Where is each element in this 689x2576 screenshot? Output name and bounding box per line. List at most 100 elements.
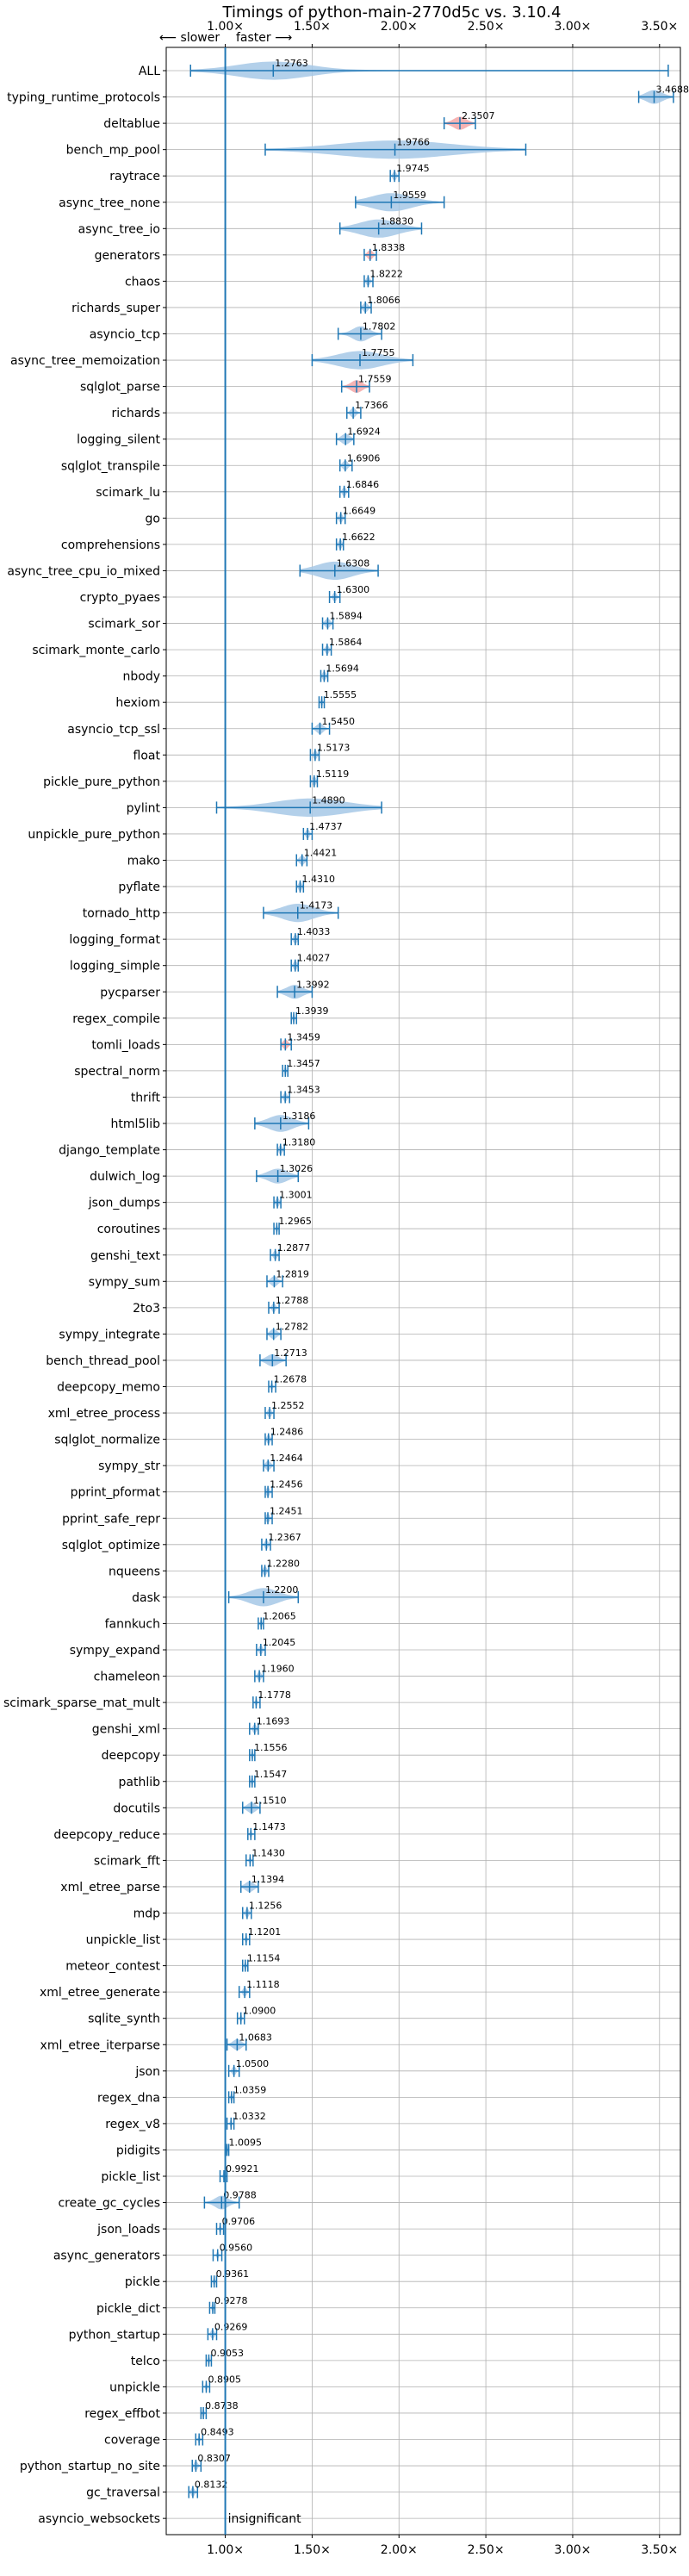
benchmark-label: spectral_norm [74,1065,160,1079]
benchmark-label: sqlglot_parse [80,381,160,395]
benchmark-label: chameleon [94,1671,160,1684]
x-tick-label-top: 3.00× [554,20,591,34]
benchmark-label: regex_compile [72,1012,160,1026]
value-label: 1.3180 [282,1137,316,1148]
value-label: 1.2451 [270,1505,303,1516]
value-label: 1.4173 [300,900,333,912]
value-label: 1.3457 [287,1058,320,1069]
value-label: 0.9361 [216,2268,250,2280]
value-label: 1.1960 [261,1664,295,1675]
value-label: 1.0332 [233,2111,266,2122]
value-label: 1.1154 [247,1953,281,1964]
benchmark-label: deltablue [103,117,160,131]
benchmark-label: python_startup_no_site [20,2460,160,2473]
x-tick-label-bottom: 3.00× [554,2543,591,2557]
value-label: 1.1778 [258,1689,291,1701]
value-label: 1.0683 [239,2032,272,2043]
x-tick-label-top: 1.00× [207,20,244,34]
benchmark-label: pickle_list [101,2170,160,2184]
value-label: 1.4027 [297,953,331,964]
benchmark-label: scimark_monte_carlo [32,644,160,657]
x-axis-ticks: 1.00× 1.00× 1.50× 1.50× 2.00× 2.00× 2.50× 2.50×… [163,20,678,2557]
benchmark-label: richards [112,407,161,420]
value-label: 1.0500 [236,2058,270,2069]
value-label: 3.4688 [656,84,689,96]
grid-lines [166,47,680,2535]
value-label: 1.6300 [337,584,370,595]
value-label: 1.6649 [343,505,376,516]
benchmark-label: mdp [133,1907,161,1921]
slower-direction-label: ⟵ slower [159,31,220,45]
value-label: 0.9921 [226,2163,259,2175]
benchmark-label: genshi_xml [92,1723,160,1737]
chart-title: Timings of python-main-2770d5c vs. 3.10.… [222,3,562,22]
value-label: 1.8066 [367,295,400,306]
value-label: 1.7366 [355,400,388,411]
benchmark-label: json_dumps [88,1197,160,1210]
benchmark-label: json_loads [96,2223,160,2237]
x-tick-label-top: 1.50× [294,20,331,34]
value-label: 1.2965 [278,1216,312,1227]
violins-layer [189,61,673,2498]
x-tick-label-top: 2.00× [381,20,418,34]
benchmark-label: richards_super [71,302,160,315]
value-label: 2.3507 [462,110,495,121]
value-label: 1.1473 [252,1821,286,1832]
benchmark-label: asyncio_tcp_ssl [67,723,160,737]
value-label: 1.2788 [276,1295,309,1306]
value-label: 1.0359 [233,2084,267,2095]
benchmark-label: html5lib [111,1117,161,1131]
benchmark-label: unpickle_list [86,1933,161,1947]
value-label: 1.7755 [362,347,395,358]
benchmark-label: scimark_sor [88,618,160,632]
benchmark-label: mako [127,855,160,868]
benchmark-label: logging_simple [70,960,160,974]
value-label: 1.9745 [396,163,430,174]
value-label: 0.9053 [210,2348,244,2359]
value-label: 1.3992 [296,979,330,990]
category-labels-layer: ALL typing_runtime_protocols deltablue benc… [3,65,161,2526]
value-label: 1.2367 [268,1532,301,1543]
benchmark-label: pprint_safe_repr [62,1512,160,1526]
value-label: 1.2552 [271,1400,305,1411]
benchmark-label: python_startup [69,2328,160,2342]
benchmark-label: docutils [113,1801,160,1815]
range-bars-layer [188,65,674,2498]
faster-direction-label: faster ⟶ [236,31,292,45]
value-label: 1.9766 [397,137,431,148]
x-tick-label-bottom: 2.50× [468,2543,505,2557]
value-label: 1.0095 [228,2137,262,2148]
value-label: 0.9560 [220,2243,253,2254]
value-label: 1.6622 [342,532,376,543]
value-label: 0.8738 [205,2400,239,2411]
value-label: 1.2763 [275,58,308,69]
benchmark-label: deepcopy_reduce [53,1828,160,1842]
value-label: 1.5894 [329,611,363,622]
value-label: 1.5173 [317,742,351,753]
benchmark-label: thrift [131,1091,161,1104]
benchmark-label: pprint_pformat [71,1486,161,1500]
plot-frame [165,47,681,2536]
benchmark-label: sympy_sum [89,1275,160,1289]
value-label: 1.2877 [277,1242,311,1254]
benchmark-label: async_tree_cpu_io_mixed [7,564,160,578]
value-label: 1.5119 [316,768,350,780]
benchmark-label: pickle [125,2275,160,2289]
benchmark-label: 2to3 [133,1302,160,1316]
benchmark-label: sympy_expand [70,1644,160,1658]
value-label: 1.3026 [280,1163,313,1174]
value-label: 1.8338 [372,242,406,253]
benchmark-label: tomli_loads [91,1038,160,1052]
value-label: 1.1556 [254,1742,288,1753]
value-label: 1.7559 [358,374,392,385]
benchmark-label: deepcopy_memo [57,1381,160,1395]
value-label: 1.5555 [324,689,357,700]
benchmark-label: async_tree_io [78,222,160,236]
value-label: 1.8830 [381,215,414,227]
benchmark-label: pidigits [116,2144,160,2157]
value-label: 1.3459 [287,1031,320,1042]
benchmark-label: bench_mp_pool [66,144,160,158]
benchmark-label: unpickle_pure_python [28,828,160,842]
value-label: 1.2456 [270,1479,303,1490]
